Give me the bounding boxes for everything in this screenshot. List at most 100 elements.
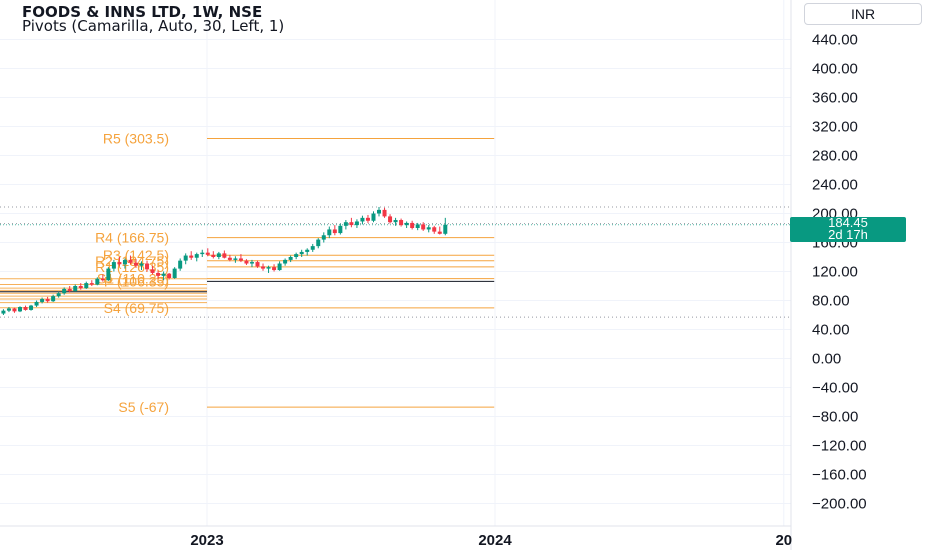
candle-body xyxy=(23,307,28,310)
candle xyxy=(255,260,260,268)
symbol-title[interactable]: FOODS & INNS LTD, 1W, NSE xyxy=(22,3,263,21)
candle-body xyxy=(410,222,415,228)
candle xyxy=(244,259,249,265)
grid-lines xyxy=(0,0,792,550)
candle xyxy=(1,309,6,315)
price-axis[interactable]: 440.00400.00360.00320.00280.00240.00200.… xyxy=(812,32,867,513)
price-tick-label: 280.00 xyxy=(812,148,858,165)
candle-body xyxy=(6,308,11,311)
candle-body xyxy=(145,263,150,270)
candle-body xyxy=(349,222,354,226)
candle xyxy=(321,232,326,243)
candle xyxy=(40,297,45,304)
time-axis[interactable]: 2023 2024 20 xyxy=(190,532,792,549)
candle-body xyxy=(283,259,288,264)
candle xyxy=(432,225,437,234)
candle-body xyxy=(316,239,321,247)
candle-body xyxy=(161,273,166,276)
candle xyxy=(227,254,232,262)
candle-body xyxy=(343,222,348,226)
candle-body xyxy=(56,293,61,297)
candle xyxy=(45,296,50,303)
candle xyxy=(100,274,105,282)
candle xyxy=(211,251,216,259)
candle xyxy=(421,222,426,231)
candle-body xyxy=(95,278,100,285)
candle-body xyxy=(211,254,216,257)
candle-body xyxy=(327,229,332,236)
candle xyxy=(200,249,205,257)
candle-body xyxy=(377,209,382,214)
candle xyxy=(294,252,299,260)
candle-body xyxy=(249,262,254,264)
candle-body xyxy=(34,301,39,306)
candle xyxy=(34,300,39,308)
candle xyxy=(415,222,420,231)
indicator-legend[interactable]: Pivots (Camarilla, Auto, 30, Left, 1) xyxy=(22,17,285,35)
candle-body xyxy=(189,255,194,258)
candle-body xyxy=(45,299,50,302)
candle xyxy=(261,263,266,271)
price-tick-label: 0.00 xyxy=(812,351,841,368)
candle xyxy=(56,291,61,298)
pivot-level-label: R4 (166.75) xyxy=(95,230,169,246)
candle-body xyxy=(272,267,277,271)
pivot-level-label: R5 (303.5) xyxy=(103,130,169,146)
candle-body xyxy=(332,229,337,234)
candle xyxy=(233,256,238,263)
candle xyxy=(299,249,304,257)
candle-body xyxy=(178,260,183,269)
candle xyxy=(189,251,194,260)
candle xyxy=(67,286,72,293)
candle xyxy=(343,220,348,230)
candle-body xyxy=(305,249,310,252)
candle-body xyxy=(100,278,105,281)
candle xyxy=(111,259,116,272)
candle-body xyxy=(321,235,326,240)
candle xyxy=(249,259,254,268)
candle xyxy=(410,220,415,230)
price-tick-label: −120.00 xyxy=(812,438,867,455)
candle xyxy=(205,248,210,257)
candle xyxy=(178,258,183,271)
price-tick-label: 320.00 xyxy=(812,119,858,136)
candle xyxy=(161,271,166,281)
candle xyxy=(216,251,221,260)
candle-body xyxy=(167,273,172,279)
candle xyxy=(365,214,370,223)
candle xyxy=(266,265,271,273)
candle-body xyxy=(415,224,420,228)
candle xyxy=(377,206,382,217)
pivot-level-label: S5 (-67) xyxy=(118,399,169,415)
price-tick-label: 360.00 xyxy=(812,90,858,107)
candle-body xyxy=(106,268,111,281)
candle xyxy=(327,226,332,239)
price-tick-label: 80.00 xyxy=(812,293,850,310)
candle-body xyxy=(233,258,238,260)
candle-body xyxy=(299,251,304,255)
candle-body xyxy=(310,246,315,250)
currency-button[interactable]: INR xyxy=(804,3,922,25)
candle xyxy=(371,211,376,223)
candle-body xyxy=(227,257,232,260)
candle xyxy=(73,284,78,292)
candle xyxy=(404,221,409,228)
candle xyxy=(139,261,144,271)
price-tick-label: 400.00 xyxy=(812,61,858,78)
candle-body xyxy=(17,307,22,312)
candle-body xyxy=(122,259,127,265)
price-tick-label: 240.00 xyxy=(812,177,858,194)
candle xyxy=(128,255,133,265)
candle-body xyxy=(172,268,177,279)
time-tick-label: 2023 xyxy=(190,532,223,549)
candle-body xyxy=(62,288,67,294)
candle-body xyxy=(216,253,221,257)
candle-body xyxy=(354,221,359,226)
candle xyxy=(62,287,67,295)
candle xyxy=(89,280,94,286)
candle-body xyxy=(117,262,122,265)
candle-body xyxy=(12,308,17,312)
candle-body xyxy=(1,310,6,314)
candle-body xyxy=(40,299,45,302)
